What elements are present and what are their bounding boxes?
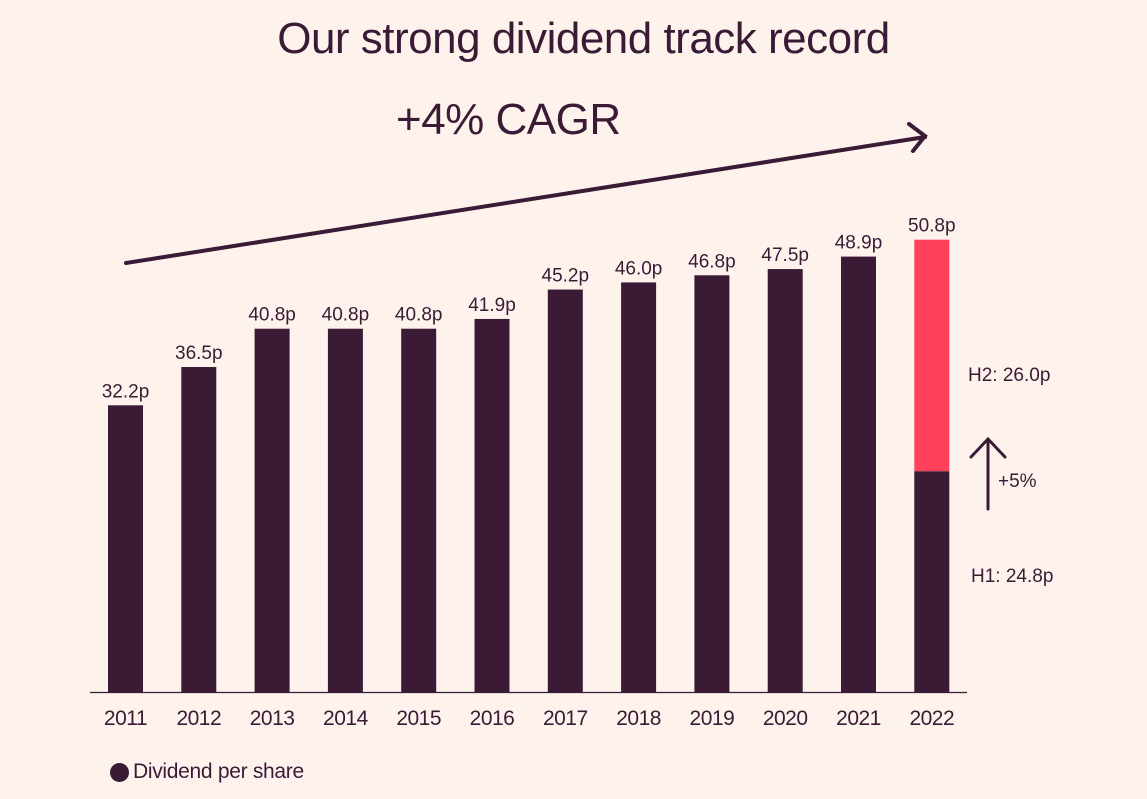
legend-label: Dividend per share xyxy=(133,760,304,783)
value-label-2017: 45.2p xyxy=(542,266,590,287)
x-tick-label-2011: 2011 xyxy=(104,707,147,730)
value-label-2013: 40.8p xyxy=(248,305,296,326)
x-tick-label-2016: 2016 xyxy=(470,707,515,730)
bar-2021 xyxy=(841,256,876,692)
h2-label: H2: 26.0p xyxy=(968,365,1050,386)
x-tick-label-2022: 2022 xyxy=(909,707,954,730)
bars-group xyxy=(108,239,950,692)
h1-label: H1: 24.8p xyxy=(971,566,1053,587)
bar-2013 xyxy=(254,328,290,692)
value-labels-group: 32.2p 36.5p 40.8p 40.8p 40.8p 41.9p 45.2p 46.0p… xyxy=(102,216,956,403)
value-label-2016: 41.9p xyxy=(468,295,516,316)
cagr-trend-arrow xyxy=(124,122,928,265)
bar-segment-h1-2022 xyxy=(914,471,950,692)
value-label-2015: 40.8p xyxy=(395,305,443,326)
x-tick-label-2015: 2015 xyxy=(396,707,441,730)
bar-2012 xyxy=(181,367,217,692)
x-tick-label-2018: 2018 xyxy=(616,707,661,730)
value-label-2018: 46.0p xyxy=(615,258,663,279)
bar-segment-h2-2022 xyxy=(914,239,950,472)
x-tick-label-2012: 2012 xyxy=(176,707,221,730)
bar-2017 xyxy=(547,289,583,692)
value-label-2019: 46.8p xyxy=(688,251,736,272)
bar-2020 xyxy=(767,269,803,692)
growth-up-arrow-icon xyxy=(969,436,1007,511)
chart-title: Our strong dividend track record xyxy=(277,14,890,63)
trend-arrow-line xyxy=(124,135,927,265)
bar-2011 xyxy=(108,405,143,692)
x-tick-label-2017: 2017 xyxy=(543,707,588,730)
value-label-2012: 36.5p xyxy=(175,343,223,364)
bar-2019 xyxy=(694,275,730,692)
x-tick-labels-group: 2011 2012 2013 2014 2015 2016 2017 2018 2019 2020… xyxy=(104,707,955,730)
value-label-2022: 50.8p xyxy=(908,216,956,237)
legend-swatch xyxy=(110,762,129,782)
value-label-2020: 47.5p xyxy=(761,245,809,266)
bar-2014 xyxy=(327,328,363,692)
x-tick-label-2019: 2019 xyxy=(690,707,735,730)
bar-2018 xyxy=(621,282,657,692)
value-label-2014: 40.8p xyxy=(322,305,370,326)
x-tick-label-2021: 2021 xyxy=(836,707,881,730)
x-tick-label-2013: 2013 xyxy=(250,707,295,730)
growth-label: +5% xyxy=(998,471,1037,492)
x-tick-label-2020: 2020 xyxy=(763,707,808,730)
value-label-2011: 32.2p xyxy=(102,381,150,402)
bar-2015 xyxy=(401,328,437,692)
bar-2016 xyxy=(474,318,510,692)
legend: Dividend per share xyxy=(110,760,304,784)
x-tick-label-2014: 2014 xyxy=(323,707,369,730)
cagr-annotation: +4% CAGR xyxy=(396,95,621,144)
h1-h2-breakdown: H2: 26.0p +5% H1: 24.8p xyxy=(968,365,1053,587)
trend-arrow-head xyxy=(907,122,928,153)
value-label-2021: 48.9p xyxy=(835,233,883,254)
